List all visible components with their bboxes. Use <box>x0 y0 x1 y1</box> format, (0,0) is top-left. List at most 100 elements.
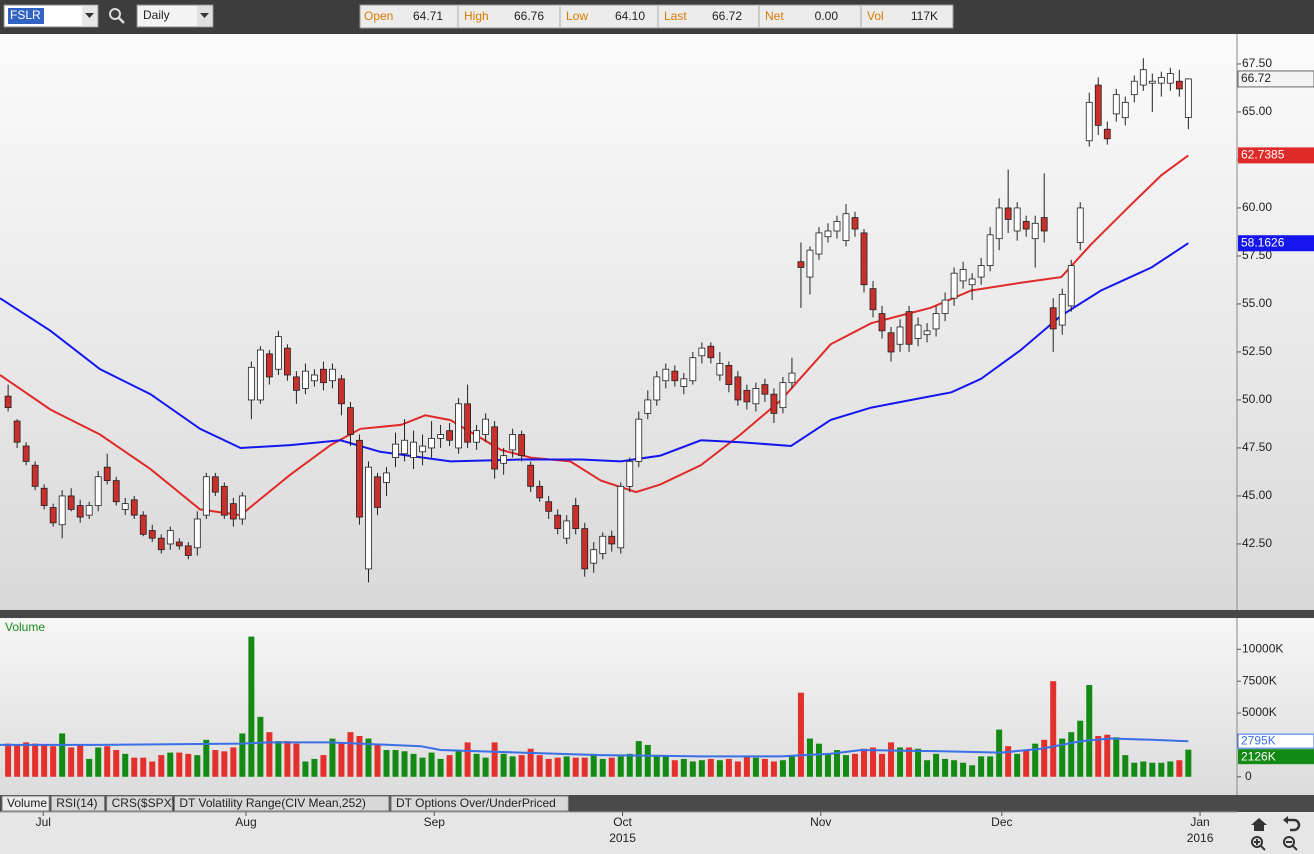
volume-bar <box>1014 753 1021 777</box>
candle-body <box>635 418 643 462</box>
home-button[interactable] <box>1251 818 1267 831</box>
candle-body <box>302 370 309 389</box>
y-tick-label: 55.00 <box>1242 296 1272 310</box>
candle-body <box>563 520 571 539</box>
volume-bar <box>1050 681 1057 777</box>
price-pane <box>0 34 1314 610</box>
volume-bar <box>473 753 480 777</box>
search-icon[interactable] <box>109 8 121 20</box>
undo-button[interactable] <box>1286 818 1301 832</box>
candle-body <box>166 530 174 545</box>
candle-body <box>338 378 345 405</box>
tab[interactable] <box>50 795 106 812</box>
candle-body <box>554 514 562 529</box>
zoom-out-button[interactable] <box>1283 836 1295 848</box>
volume-bar <box>635 741 642 777</box>
quote-label: Vol <box>867 9 884 23</box>
volume-bar <box>987 756 994 777</box>
candle-body <box>914 324 922 339</box>
volume-bar <box>942 758 949 777</box>
x-tick-label: Jul <box>36 815 51 829</box>
volume-bar <box>446 755 453 777</box>
dropdown-arrow <box>85 13 94 18</box>
volume-bar <box>392 750 399 777</box>
volume-bar <box>356 736 363 777</box>
undo-arrow <box>1283 816 1288 824</box>
candle-body <box>878 313 886 332</box>
interval-box[interactable] <box>136 4 214 28</box>
candle-body <box>1067 265 1075 307</box>
tab-label: RSI(14) <box>56 796 97 810</box>
candle-body <box>1004 207 1012 220</box>
candle-body <box>284 347 291 376</box>
volume-bar <box>68 747 75 777</box>
volume-bar <box>671 760 678 777</box>
ma-tag <box>1238 235 1314 252</box>
candle-body <box>437 434 444 439</box>
candle-body <box>202 476 210 516</box>
volume-bar <box>41 744 48 777</box>
candle-body <box>31 464 39 487</box>
volume-bar <box>320 755 327 777</box>
candle-body <box>1085 101 1093 142</box>
candle-body <box>986 234 994 266</box>
quote-label: High <box>464 9 489 23</box>
candle-body <box>130 499 138 516</box>
candle-body <box>1103 128 1111 140</box>
candle-body <box>743 389 751 403</box>
volume-bar <box>518 755 525 777</box>
candle-body <box>58 495 66 526</box>
last-volume-tag <box>1238 749 1314 765</box>
candle-body <box>698 347 706 357</box>
volume-bar <box>851 753 858 777</box>
volume-bar <box>212 750 219 777</box>
candle-body <box>374 476 381 508</box>
candle-body <box>734 376 742 401</box>
volume-bar <box>716 760 723 777</box>
candle-body <box>662 368 670 382</box>
y-tick-label: 60.00 <box>1242 200 1272 214</box>
candle-body <box>392 443 399 458</box>
tab[interactable] <box>173 795 390 812</box>
candle-body <box>932 313 940 330</box>
volume-bar <box>383 750 390 777</box>
ma-tag-label: 62.7385 <box>1241 148 1285 162</box>
volume-bar <box>437 758 444 777</box>
time-axis <box>0 812 1314 854</box>
candle-body <box>1049 307 1057 330</box>
zoom-out-glyph <box>1286 841 1298 851</box>
candle-body <box>329 368 336 382</box>
pane-separator <box>0 610 1314 618</box>
last-volume-label: 2126K <box>1241 749 1276 763</box>
volume-bar <box>797 692 804 777</box>
tab[interactable] <box>1 795 50 812</box>
candle-body <box>464 403 471 443</box>
candle-body <box>1112 94 1120 115</box>
tab[interactable] <box>106 795 173 812</box>
candle-body <box>22 445 30 462</box>
candle-body <box>1175 80 1183 90</box>
volume-bar <box>176 752 183 777</box>
y-tick-label: 42.50 <box>1242 536 1272 550</box>
tab[interactable] <box>390 795 569 812</box>
volume-bar <box>410 753 417 777</box>
y-tick-label: 10000K <box>1242 642 1283 656</box>
zoom-in-button[interactable] <box>1251 836 1263 848</box>
y-tick-label: 5000K <box>1242 705 1277 719</box>
volume-bar <box>1023 750 1030 777</box>
volume-bar <box>1104 734 1111 777</box>
candle-body <box>527 464 535 487</box>
candle-body <box>94 476 102 506</box>
candle-body <box>833 220 841 232</box>
volume-bar <box>14 744 21 777</box>
candle-body <box>1013 207 1021 232</box>
tab-label: DT Volatility Range(CIV Mean,252) <box>179 796 366 810</box>
volume-bar <box>644 744 651 777</box>
volume-bar <box>924 760 931 777</box>
volume-bar <box>572 757 579 777</box>
volume-bar <box>464 742 471 777</box>
candle-body <box>347 407 354 435</box>
candle-body <box>383 472 390 483</box>
volume-bar <box>815 743 822 777</box>
